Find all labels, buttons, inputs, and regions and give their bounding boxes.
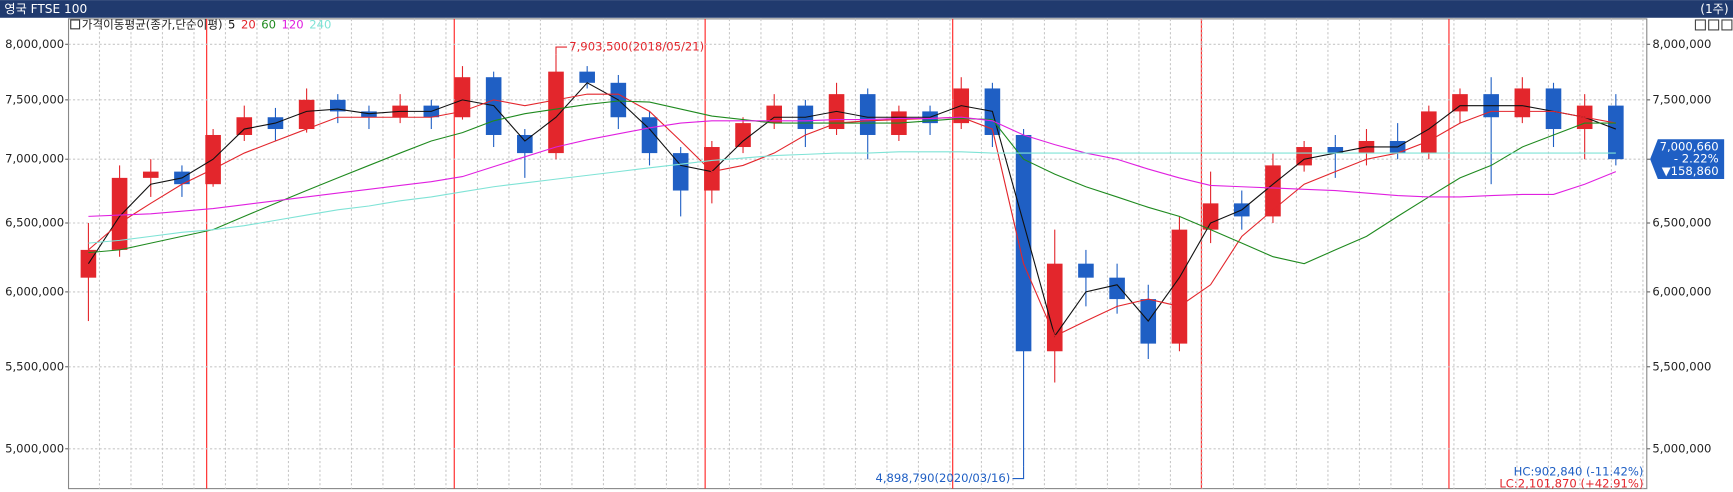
- y-tick-label: 6,000,000: [5, 284, 64, 298]
- candle-body: [298, 99, 315, 130]
- candle-body: [1608, 105, 1624, 160]
- title-bar: [0, 0, 1733, 18]
- candle-body: [1171, 229, 1188, 344]
- y-tick-label: 8,000,000: [5, 37, 64, 51]
- legend-entry: 240: [309, 17, 331, 31]
- ma-line: [88, 100, 1616, 265]
- candle-body: [1327, 147, 1344, 154]
- annotation: 7,903,500(2018/05/21): [569, 40, 704, 54]
- y-tick-label: 5,000,000: [5, 441, 64, 455]
- ma-line: [88, 93, 1616, 337]
- annotation: 4,898,790(2020/03/16): [875, 471, 1010, 485]
- y-tick-label: 7,500,000: [1652, 92, 1711, 106]
- candle-body: [548, 71, 564, 154]
- annotation-arrow: [555, 46, 568, 55]
- y-tick-label: 6,500,000: [1652, 216, 1711, 230]
- candle-body: [1078, 263, 1094, 278]
- candle-body: [1514, 88, 1531, 118]
- ma-label: 가격이동평균(종가,단순이평): [82, 17, 223, 31]
- candle-body: [1015, 134, 1032, 352]
- chart-title: 영국 FTSE 100: [4, 2, 87, 16]
- price-tag: [1650, 139, 1725, 180]
- y-tick-label: 7,500,000: [5, 92, 64, 106]
- plot-area: [67, 18, 1648, 490]
- window-button[interactable]: [1708, 19, 1720, 31]
- y-tick-label: 6,000,000: [1652, 284, 1711, 298]
- y-tick-label: 5,500,000: [5, 359, 64, 373]
- legend-entry: 20: [241, 17, 256, 31]
- last-price: 7,000,660: [1660, 139, 1719, 153]
- candle-body: [111, 177, 128, 250]
- window-button[interactable]: [1694, 19, 1706, 31]
- candle-body: [766, 105, 782, 124]
- annotation-arrow: [1012, 466, 1025, 480]
- legend-entry: 120: [282, 17, 304, 31]
- window-button[interactable]: [1721, 19, 1733, 31]
- candle-body: [1109, 277, 1125, 300]
- candle-body: [579, 71, 595, 83]
- candle-body: [1265, 165, 1281, 217]
- y-tick-label: 8,000,000: [1652, 37, 1711, 51]
- candle-body: [859, 94, 876, 135]
- candle-body: [454, 77, 471, 118]
- candle-body: [142, 171, 159, 178]
- y-tick-label: 5,500,000: [1652, 359, 1711, 373]
- candle-body: [672, 153, 689, 191]
- y-tick-label: 6,500,000: [5, 216, 64, 230]
- candle-body: [735, 123, 751, 148]
- legend-entry: 5: [228, 17, 235, 31]
- candle-body: [1046, 263, 1063, 352]
- candle-body: [361, 111, 377, 118]
- candle-body: [517, 134, 533, 154]
- lc-label: LC:2,101,870 (+42.91%): [1499, 477, 1643, 491]
- candle-body: [1452, 94, 1468, 112]
- candle-body: [330, 99, 346, 112]
- candle-body: [236, 117, 253, 135]
- hc-label: HC:902,840 (-11.42%): [1514, 465, 1644, 479]
- ma-line: [88, 116, 1617, 217]
- candle-body: [641, 117, 658, 154]
- candle-body: [704, 147, 720, 191]
- ma-line: [87, 82, 1617, 338]
- ma-checkbox[interactable]: [70, 19, 81, 30]
- candle-body: [80, 249, 97, 278]
- legend-entry: 60: [261, 17, 276, 31]
- ma-line: [88, 151, 1616, 244]
- last-change: - 2.22%: [1674, 152, 1719, 166]
- candle-body: [1202, 203, 1219, 230]
- candle-body: [1296, 147, 1312, 166]
- last-diff: ▼158,860: [1662, 164, 1719, 178]
- candle-body: [1545, 88, 1562, 130]
- y-tick-label: 7,000,000: [5, 152, 64, 166]
- period: (1주): [1700, 2, 1728, 16]
- y-tick-label: 5,000,000: [1652, 441, 1711, 455]
